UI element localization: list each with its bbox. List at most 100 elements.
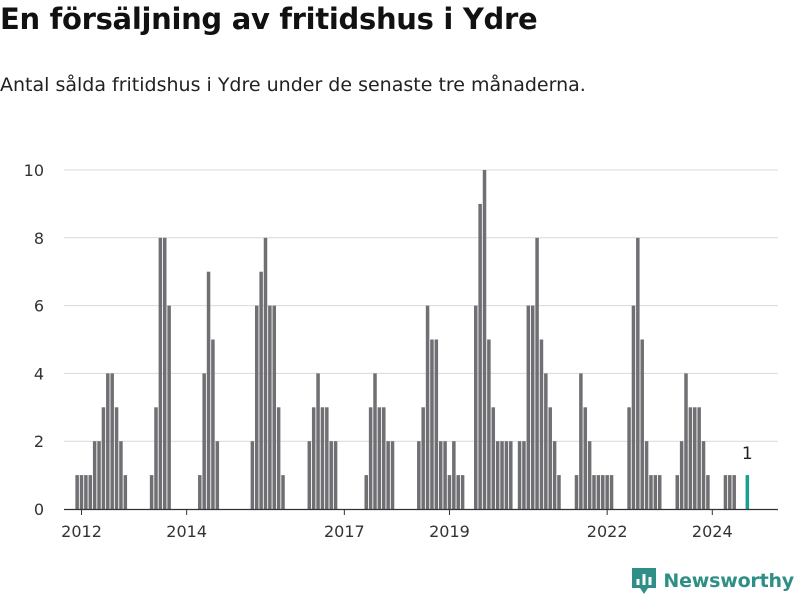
- bar: [106, 373, 110, 509]
- bar: [438, 441, 443, 509]
- bar: [333, 441, 338, 509]
- x-tick-label: 2017: [324, 522, 365, 541]
- bar: [84, 475, 88, 509]
- bars: [75, 170, 750, 510]
- bar: [474, 305, 478, 509]
- bar: [373, 373, 377, 509]
- y-tick-label: 10: [24, 161, 44, 180]
- brand-logo[interactable]: Newsworthy: [632, 568, 794, 594]
- bar: [706, 475, 710, 509]
- bar: [382, 407, 386, 509]
- y-axis-ticks: 0 2 4 6 8 10: [24, 161, 44, 519]
- bar: [158, 237, 163, 510]
- bar: [202, 373, 206, 509]
- bar: [79, 475, 84, 509]
- y-tick-label: 2: [34, 432, 44, 451]
- bar: [311, 407, 316, 509]
- bar: [631, 305, 636, 509]
- bar: [592, 475, 596, 509]
- page-subtitle: Antal sålda fritidshus i Ydre under de s…: [0, 74, 586, 96]
- bar: [688, 407, 693, 509]
- grid-lines: [64, 169, 778, 442]
- bar: [162, 237, 167, 510]
- bar-highlight: [745, 475, 750, 509]
- bar: [443, 441, 447, 509]
- bar: [723, 475, 728, 509]
- bar: [167, 305, 171, 509]
- bar: [517, 441, 522, 509]
- bar: [421, 407, 425, 509]
- x-tick-label: 2022: [587, 522, 628, 541]
- bar: [215, 441, 220, 509]
- bar: [636, 237, 640, 510]
- bar: [97, 441, 101, 509]
- bar: [504, 441, 509, 509]
- bar: [653, 475, 658, 509]
- bar: [325, 407, 329, 509]
- bar: [697, 407, 701, 509]
- bar: [259, 271, 263, 509]
- bar: [430, 339, 434, 509]
- bar: [417, 441, 421, 509]
- x-tick-label: 2014: [166, 522, 207, 541]
- bar: [487, 339, 491, 509]
- x-axis: 2012 2014 2017 2019 2022 2024: [61, 508, 778, 541]
- bar: [456, 475, 460, 509]
- bar: [649, 475, 653, 509]
- bar: [596, 475, 601, 509]
- bar: [386, 441, 390, 509]
- bar: [460, 475, 465, 509]
- bar: [548, 407, 552, 509]
- bar: [447, 475, 452, 509]
- y-tick-label: 8: [34, 229, 44, 248]
- bar: [557, 475, 561, 509]
- bar: [119, 441, 123, 509]
- bar: [627, 407, 631, 509]
- bar: [281, 475, 285, 509]
- bar: [320, 407, 325, 509]
- bar: [198, 475, 202, 509]
- data-label: 1: [742, 444, 753, 464]
- bar: [522, 441, 526, 509]
- bar: [211, 339, 215, 509]
- bar: [149, 475, 154, 509]
- bar: [316, 373, 320, 509]
- bar: [605, 475, 609, 509]
- bar: [657, 475, 662, 509]
- bar: [675, 475, 680, 509]
- bar: [500, 441, 504, 509]
- bar: [114, 407, 119, 509]
- bar: [250, 441, 255, 509]
- annotations: 1: [742, 444, 753, 464]
- brand-name: Newsworthy: [663, 570, 794, 592]
- bar: [268, 305, 272, 509]
- bar: [728, 475, 732, 509]
- bar: [684, 373, 688, 509]
- bar: [452, 441, 456, 509]
- bar: [154, 407, 158, 509]
- bar: [701, 441, 706, 509]
- y-tick-label: 0: [34, 500, 44, 519]
- y-tick-label: 4: [34, 364, 44, 383]
- bar: [609, 475, 614, 509]
- bar: [526, 305, 531, 509]
- bar: [579, 373, 583, 509]
- bar: [263, 237, 268, 510]
- bar: [307, 441, 312, 509]
- bar: [254, 305, 259, 509]
- bar: [574, 475, 579, 509]
- bar: [693, 407, 697, 509]
- x-tick-label: 2019: [429, 522, 470, 541]
- bar: [535, 237, 539, 510]
- bar: [495, 441, 500, 509]
- bar: [75, 475, 79, 509]
- x-tick-label: 2012: [61, 522, 102, 541]
- bar: [364, 475, 368, 509]
- bar: [110, 373, 114, 509]
- bar: [92, 441, 97, 509]
- bar: [123, 475, 128, 509]
- bar: [491, 407, 496, 509]
- bar: [329, 441, 333, 509]
- bar: [482, 170, 487, 509]
